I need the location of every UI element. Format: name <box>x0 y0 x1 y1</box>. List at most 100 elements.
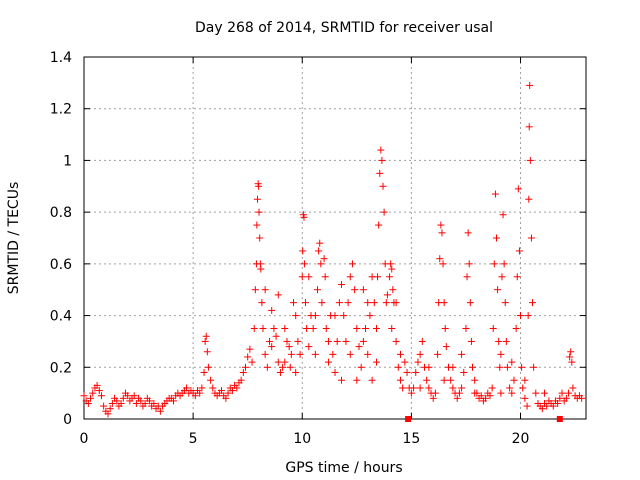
data-point <box>403 368 411 376</box>
data-point <box>322 325 330 332</box>
data-point <box>270 325 278 332</box>
data-point <box>89 389 97 397</box>
data-point <box>207 376 215 384</box>
data-point <box>359 337 367 345</box>
data-point <box>309 325 317 332</box>
data-point <box>305 273 313 281</box>
data-point <box>449 363 457 371</box>
data-point <box>517 312 525 320</box>
data-point <box>169 397 177 405</box>
data-point <box>124 392 132 400</box>
data-point <box>466 299 474 307</box>
data-point <box>440 376 448 384</box>
data-point <box>246 345 254 353</box>
data-point <box>506 384 514 392</box>
data-point <box>242 363 250 371</box>
data-point <box>156 407 164 415</box>
data-point <box>353 325 361 332</box>
data-point <box>300 260 308 268</box>
data-point <box>268 343 276 351</box>
data-point <box>497 389 505 397</box>
chart-title: Day 268 of 2014, SRMTID for receiver usa… <box>195 20 493 36</box>
data-point <box>488 384 496 392</box>
data-point <box>331 312 339 320</box>
data-point <box>526 81 534 89</box>
data-point <box>447 376 455 384</box>
data-point <box>331 368 339 376</box>
data-point <box>372 358 380 366</box>
data-point <box>463 273 471 281</box>
data-point <box>315 247 323 255</box>
data-point <box>497 350 505 358</box>
data-point <box>401 358 409 366</box>
data-point <box>255 208 263 216</box>
data-point <box>251 286 259 294</box>
data-point <box>368 376 376 384</box>
data-point <box>257 265 265 273</box>
data-point <box>568 358 576 366</box>
plot-frame <box>83 56 587 420</box>
data-point <box>364 350 372 358</box>
x-tick-label: 10 <box>293 431 311 447</box>
data-point <box>554 399 562 407</box>
data-point <box>311 350 319 358</box>
data-point <box>377 146 385 154</box>
data-point <box>569 384 577 392</box>
data-point <box>237 376 245 384</box>
data-point <box>525 195 533 203</box>
data-point <box>106 405 114 413</box>
data-point <box>512 325 520 332</box>
data-point <box>521 376 529 384</box>
data-point <box>316 239 324 247</box>
data-point <box>500 260 508 268</box>
data-point <box>370 299 378 307</box>
data-point <box>261 350 269 358</box>
data-point <box>467 337 475 345</box>
data-point <box>493 234 501 242</box>
data-point <box>268 306 276 314</box>
data-points <box>80 81 586 422</box>
data-point <box>486 392 494 400</box>
data-point <box>453 394 461 402</box>
data-point <box>258 299 266 307</box>
grid-lines <box>84 57 586 419</box>
data-point <box>93 381 101 389</box>
data-point <box>471 389 479 397</box>
data-point <box>441 325 449 332</box>
data-point <box>137 397 145 405</box>
data-point <box>562 394 570 402</box>
x-axis-label: GPS time / hours <box>285 460 402 476</box>
data-point <box>458 350 466 358</box>
data-point <box>362 325 370 332</box>
data-point <box>541 389 549 397</box>
data-point <box>287 350 295 358</box>
y-tick-label: 0.4 <box>50 309 72 325</box>
data-point <box>376 169 384 177</box>
data-point <box>355 343 363 351</box>
data-point <box>437 221 445 229</box>
data-point <box>383 291 391 299</box>
data-point <box>566 353 574 361</box>
data-point <box>87 394 95 402</box>
data-point <box>255 182 263 190</box>
data-point <box>250 325 258 332</box>
data-point <box>524 312 532 320</box>
data-point <box>498 273 506 281</box>
y-tick-label: 1.2 <box>50 102 72 118</box>
data-point <box>491 190 499 198</box>
data-point <box>499 211 507 219</box>
data-point <box>440 299 448 307</box>
data-point <box>567 348 575 356</box>
data-point <box>418 337 426 345</box>
data-point <box>416 384 424 392</box>
data-point <box>423 376 431 384</box>
x-tick-label: 5 <box>189 431 198 447</box>
data-point <box>342 337 350 345</box>
data-point <box>523 402 531 410</box>
data-point <box>201 337 209 345</box>
data-point <box>338 376 346 384</box>
data-point <box>549 402 557 410</box>
data-point <box>442 343 450 351</box>
